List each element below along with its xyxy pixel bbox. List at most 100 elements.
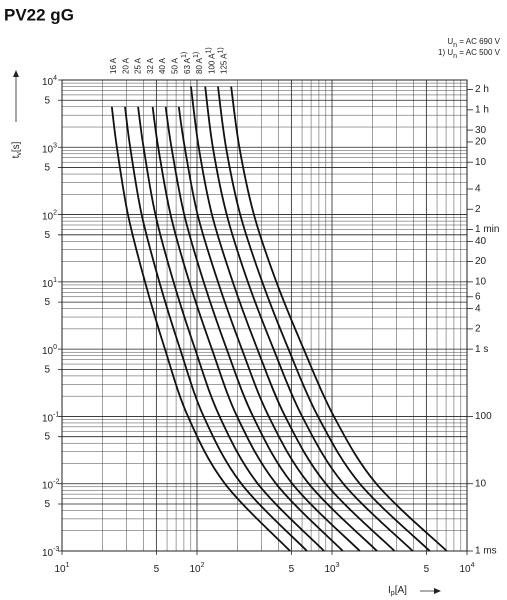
fuse-curve (137, 106, 325, 552)
y-tick-label-part: 5 (44, 431, 50, 442)
series-label-part: 100 A (208, 53, 217, 74)
y-tick-label: 104 (42, 75, 57, 88)
grid (58, 79, 473, 555)
y-tick-label-part: 3 (53, 142, 57, 149)
y-axis-title-part: v (16, 152, 23, 156)
y-tick-label-part: 5 (44, 297, 50, 308)
y-tick-label: 102 (42, 209, 57, 222)
series-label-part: 63 A (183, 57, 192, 74)
y-tick-label-part: 10 (42, 346, 54, 357)
y-tick-label-part: 10 (42, 144, 54, 155)
note-part: U (447, 37, 453, 46)
series-label: 100 A1) (205, 47, 216, 74)
fuse-curve (217, 86, 431, 552)
series-label-part: 50 A (171, 57, 180, 74)
series-label-part: 32 A (146, 57, 155, 74)
y2-tick-label: 40 (475, 236, 487, 247)
plot-frame (61, 79, 468, 552)
series-label-part: 1) (218, 47, 225, 53)
fuse-curve (177, 106, 378, 552)
series-label: 50 A (171, 57, 180, 74)
y-tick-label: 10-3 (42, 546, 59, 559)
series-label: 125 A1) (218, 47, 229, 74)
y-tick-label-part: -1 (53, 411, 59, 418)
fuse-curve (124, 106, 308, 552)
x-tick-label-part: 10 (459, 564, 471, 575)
y-tick-label: 5 (44, 297, 50, 308)
fuse-curve (110, 106, 291, 552)
note-part: n (453, 42, 457, 49)
y-tick-label-part: -2 (53, 479, 59, 486)
curves (110, 86, 448, 552)
x-tick-label: 103 (324, 562, 339, 575)
fuse-curve (190, 86, 396, 552)
y2-tick-label: 1 ms (475, 546, 497, 557)
x-tick-label: 104 (459, 562, 474, 575)
y-tick-label: 5 (44, 162, 50, 173)
note-part: 1) (438, 48, 447, 57)
x-tick-label-part: 5 (424, 564, 430, 575)
x-tick-label-part: 5 (154, 564, 160, 575)
series-label: 40 A (158, 57, 167, 74)
y-tick-label: 5 (44, 364, 50, 375)
y-tick-label-part: -3 (53, 546, 59, 553)
series-label-part: 25 A (134, 57, 143, 74)
y-tick-label: 5 (44, 229, 50, 240)
y-tick-label-part: 5 (44, 229, 50, 240)
y2-tick-label: 10 (475, 276, 487, 287)
y2-tick-label: 6 (475, 291, 481, 302)
y-tick-label: 100 (42, 344, 57, 357)
x-tick-label-part: 1 (66, 562, 70, 569)
x-axis-title-part: p (391, 590, 395, 597)
series-label-part: 125 A (220, 53, 229, 74)
x-axis-arrowhead (434, 588, 441, 594)
x-tick-label-part: 10 (189, 564, 201, 575)
y-axis-title: tv[s] (11, 141, 23, 158)
y2-tick-label: 2 h (475, 84, 489, 95)
y-tick-label: 101 (42, 277, 57, 290)
y2-tick-label: 4 (475, 184, 481, 195)
x-axis-title-part: [A] (395, 585, 407, 596)
y-tick-label: 5 (44, 95, 50, 106)
y-tick-label-part: 5 (44, 162, 50, 173)
series-label-part: 40 A (158, 57, 167, 74)
series-label: 80 A1) (193, 52, 204, 74)
x-tick-label: 5 (154, 564, 160, 575)
fuse-curve (164, 106, 361, 552)
y2-tick-label: 10 (475, 157, 487, 168)
x-tick-label-part: 4 (471, 562, 475, 569)
y-tick-label-part: 5 (44, 499, 50, 510)
y2-tick-label: 1 min (475, 224, 499, 235)
y-axis-arrowhead (13, 70, 19, 77)
y-tick-label-part: 5 (44, 95, 50, 106)
y-tick-label-part: 2 (53, 209, 57, 216)
note-part: = AC 500 V (457, 48, 501, 57)
y2-tick-label: 1 h (475, 104, 489, 115)
y2-tick-label: 10 (475, 478, 487, 489)
y-tick-label-part: 10 (42, 548, 54, 559)
series-label-part: 1) (193, 52, 200, 58)
series-label: 16 A (109, 57, 118, 74)
y-tick-label-part: 10 (42, 211, 54, 222)
chart-title: PV22 gG (4, 5, 74, 24)
series-label: 20 A (121, 57, 130, 74)
series-label: 32 A (146, 57, 155, 74)
y-tick-label-part: 10 (42, 413, 54, 424)
x-tick-label: 5 (289, 564, 295, 575)
y-tick-label-part: 10 (42, 77, 54, 88)
x-tick-label-part: 10 (54, 564, 66, 575)
note: 1) Un = AC 500 V (438, 48, 501, 60)
y2-tick-label: 2 (475, 204, 481, 215)
y-tick-label: 10-2 (42, 479, 59, 492)
y-tick-label-part: 0 (53, 344, 57, 351)
x-axis-title: Ip[A] (388, 585, 407, 597)
y2-tick-label: 2 (475, 324, 481, 335)
y-axis-title-part: t (11, 155, 22, 158)
y2-tick-label: 20 (475, 256, 487, 267)
labels: 101 5 102 5 103 5 1041045103510251015100510-15… (11, 37, 501, 597)
y-tick-label-part: 10 (42, 278, 54, 289)
series-label-part: 1) (205, 47, 212, 53)
y-tick-label-part: 1 (53, 277, 57, 284)
y-tick-label: 5 (44, 499, 50, 510)
